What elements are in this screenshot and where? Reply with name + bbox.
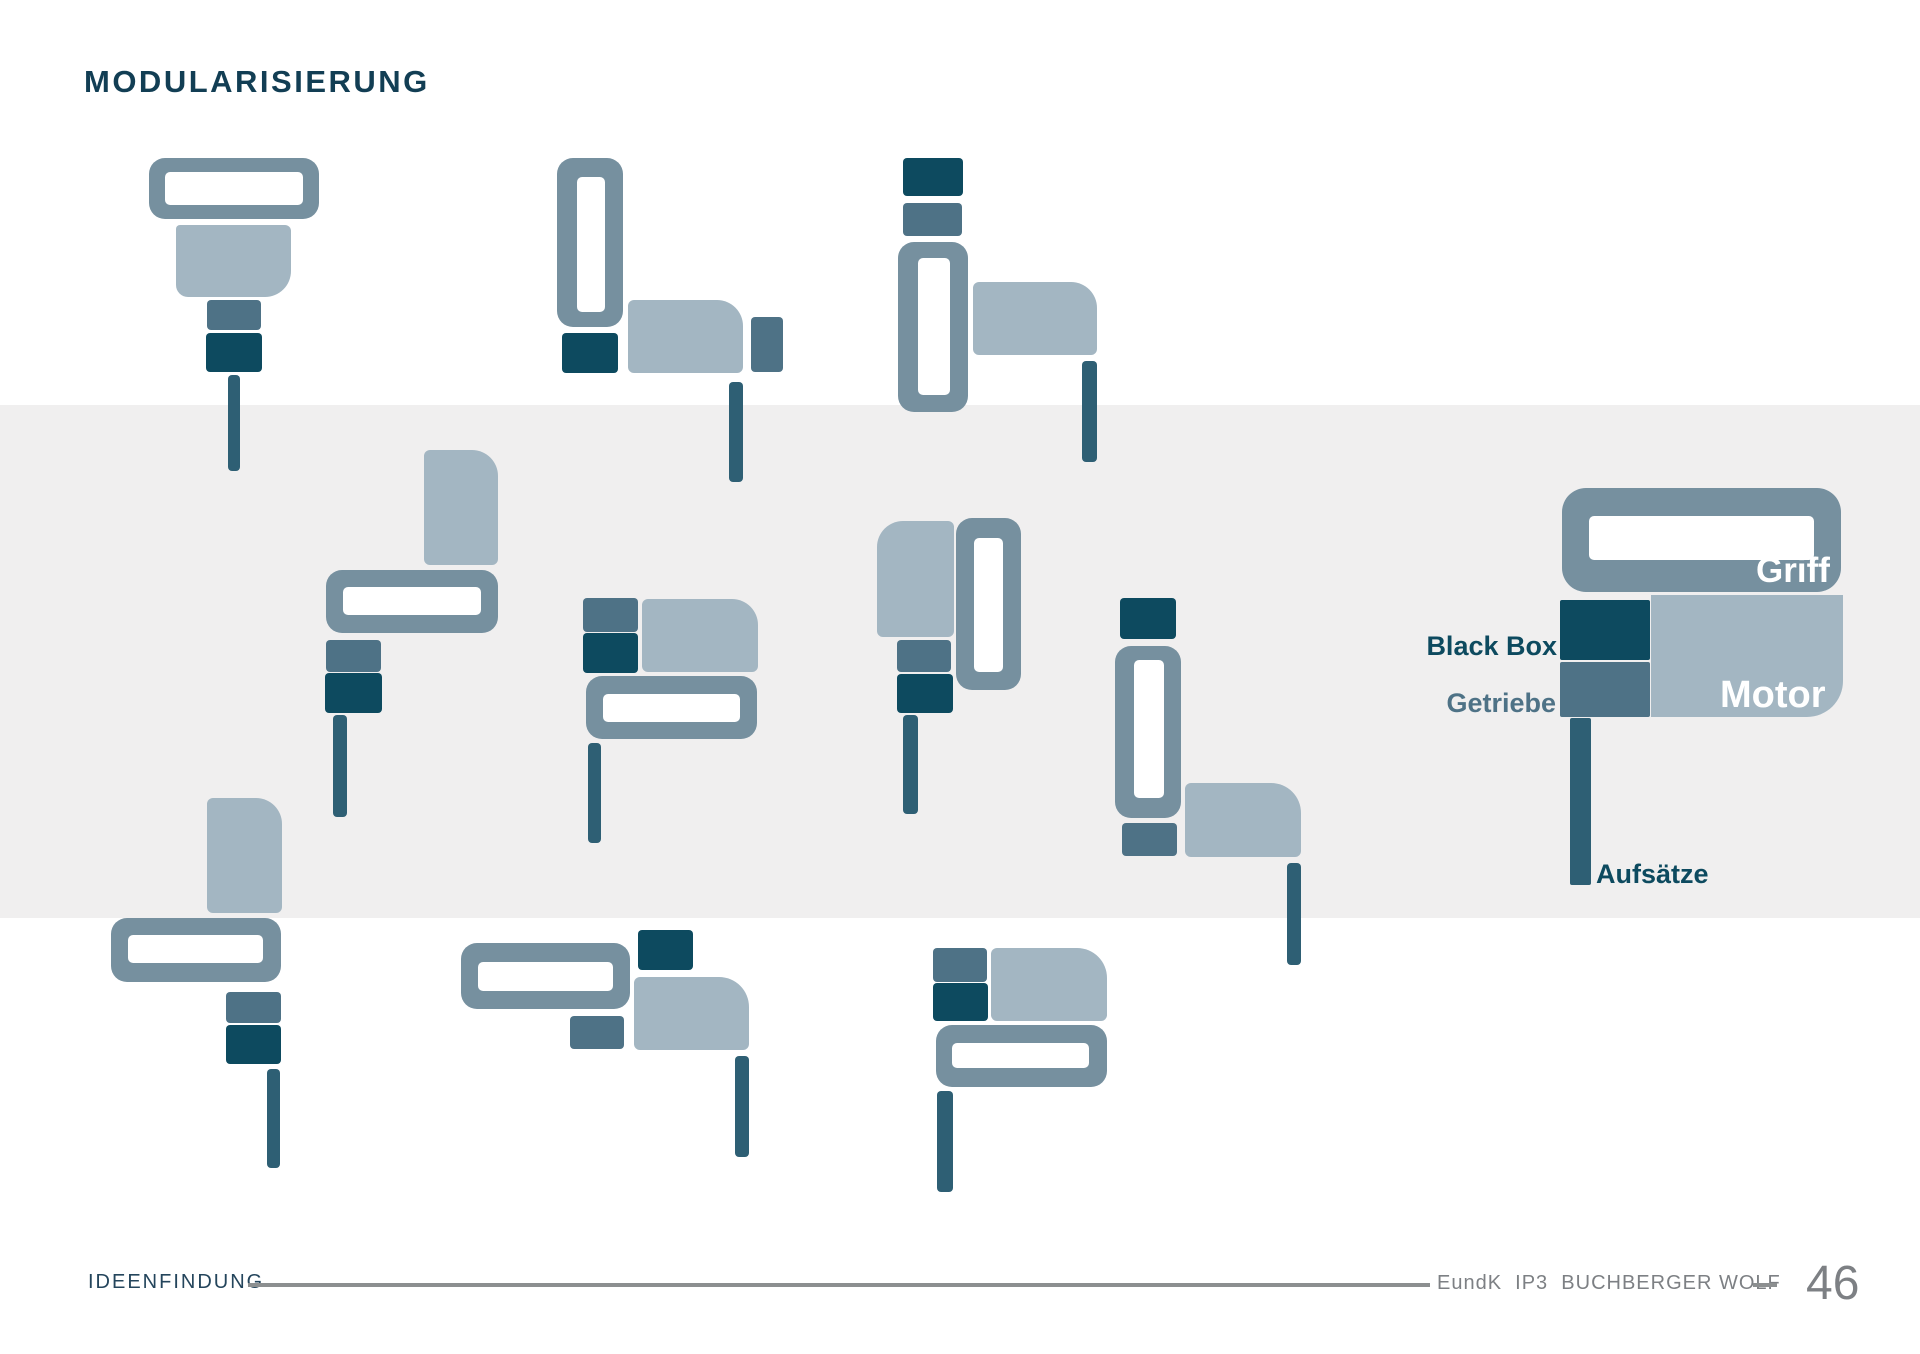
module-2-blackbox <box>562 333 618 373</box>
module-3-aufsatz <box>1082 361 1097 462</box>
module-9-griff-window <box>478 962 613 991</box>
module-2-getriebe <box>751 317 783 372</box>
footer-rule <box>248 1283 1430 1287</box>
legend-label-aufsaetze: Aufsätze <box>1596 859 1709 889</box>
module-3-blackbox <box>903 158 963 196</box>
legend-griff-window <box>1589 516 1814 560</box>
module-7-blackbox <box>1120 598 1176 639</box>
module-10-blackbox <box>933 983 988 1021</box>
module-10-griff <box>936 1025 1107 1087</box>
legend-blackbox <box>1560 600 1650 660</box>
module-4-aufsatz <box>333 715 347 817</box>
legend-label-getriebe: Getriebe <box>1446 688 1556 718</box>
module-3-motor <box>973 282 1097 355</box>
module-5-griff <box>586 676 757 739</box>
module-3-griff-window <box>918 258 950 395</box>
module-5-griff-window <box>603 694 740 722</box>
module-9-griff <box>461 943 630 1009</box>
footer-dash <box>1753 1283 1777 1287</box>
module-1-aufsatz <box>228 375 240 471</box>
module-1-blackbox <box>206 333 262 372</box>
module-10-aufsatz <box>937 1091 953 1192</box>
module-9-getriebe <box>570 1016 624 1049</box>
legend-label-griff: Griff <box>1756 551 1830 590</box>
module-4-blackbox <box>325 673 382 713</box>
module-1-motor <box>176 225 291 297</box>
legend-griff <box>1562 488 1841 592</box>
page-number: 46 <box>1806 1257 1860 1310</box>
legend-label-motor: Motor <box>1720 674 1826 716</box>
module-10-griff-window <box>952 1043 1089 1068</box>
legend-getriebe <box>1560 662 1650 717</box>
module-10-motor <box>991 948 1107 1021</box>
module-2-aufsatz <box>729 382 743 482</box>
module-2-griff-window <box>577 177 605 312</box>
module-8-motor <box>207 798 282 913</box>
module-10-getriebe <box>933 948 987 982</box>
module-9-aufsatz <box>735 1056 749 1157</box>
module-5-blackbox <box>583 633 638 673</box>
module-8-aufsatz <box>267 1069 280 1168</box>
module-1-getriebe <box>207 300 261 330</box>
module-5-aufsatz <box>588 743 601 843</box>
module-7-aufsatz <box>1287 863 1301 965</box>
footer-section-label: IDEENFINDUNG <box>88 1271 265 1293</box>
module-7-getriebe <box>1122 823 1177 856</box>
legend-aufsatz <box>1570 718 1591 885</box>
module-6-griff <box>956 518 1021 690</box>
footer-credits: EundK IP3 BUCHBERGER WOLF <box>1437 1272 1781 1294</box>
module-1-griff-window <box>165 172 303 205</box>
module-9-motor <box>634 977 749 1050</box>
module-4-griff <box>326 570 498 633</box>
page-title: MODULARISIERUNG <box>84 64 430 99</box>
module-6-motor <box>877 521 954 637</box>
module-5-motor <box>642 599 758 672</box>
module-3-griff <box>898 242 968 412</box>
module-5-getriebe <box>583 598 638 632</box>
legend-motor <box>1651 595 1843 717</box>
legend-label-black-box: Black Box <box>1426 631 1557 661</box>
module-1-griff <box>149 158 319 219</box>
module-6-aufsatz <box>903 715 918 814</box>
module-7-griff <box>1115 646 1181 818</box>
module-8-blackbox <box>226 1025 281 1064</box>
module-8-griff-window <box>128 935 263 963</box>
module-9-blackbox <box>638 930 693 970</box>
module-7-motor <box>1185 783 1301 857</box>
module-6-getriebe <box>897 640 951 672</box>
module-7-griff-window <box>1134 660 1164 798</box>
module-2-griff <box>557 158 623 327</box>
module-6-griff-window <box>974 538 1003 672</box>
module-4-griff-window <box>343 587 481 615</box>
module-4-getriebe <box>326 640 381 672</box>
module-2-motor <box>628 300 743 373</box>
module-8-getriebe <box>226 992 281 1023</box>
module-8-griff <box>111 918 281 982</box>
module-4-motor <box>424 450 498 565</box>
module-3-getriebe <box>903 203 962 236</box>
module-6-blackbox <box>897 674 953 713</box>
